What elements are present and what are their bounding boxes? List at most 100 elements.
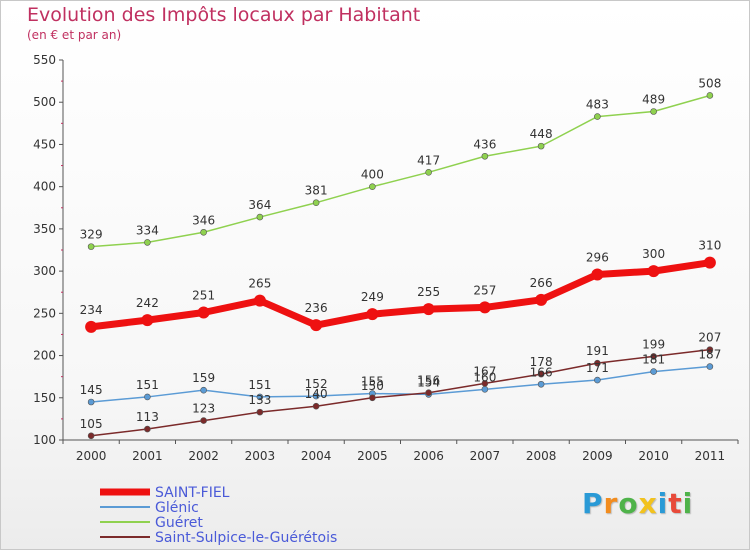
data-point [141,314,154,327]
data-point [594,113,601,120]
data-label: 265 [248,277,271,291]
data-label: 489 [642,93,665,107]
data-point [481,152,489,160]
x-tick-label: 2011 [695,449,726,463]
data-point [594,376,601,384]
data-label: 133 [248,393,271,407]
x-tick-label: 2008 [526,449,557,463]
y-tick-label: 450 [33,137,56,151]
data-point [87,432,95,440]
x-tick-label: 2000 [76,449,107,463]
y-tick-label: 150 [33,391,56,405]
data-label: 171 [586,361,609,375]
data-point [591,268,604,281]
data-label: 448 [530,127,553,141]
data-point [650,368,657,375]
data-label: 381 [305,184,328,198]
data-label: 436 [473,137,496,151]
data-point [650,108,657,115]
data-point [87,243,95,250]
data-label: 150 [361,379,384,393]
data-label: 123 [192,402,215,416]
data-point [144,239,151,246]
data-point [647,265,660,278]
data-label: 166 [530,365,553,379]
data-label: 251 [192,288,215,302]
data-label: 334 [136,223,159,237]
x-tick-label: 2006 [413,449,444,463]
legend-label: Saint-Sulpice-le-Guérétois [155,530,337,546]
data-label: 113 [136,410,159,424]
data-point [256,393,264,401]
data-point [369,394,376,402]
series-line-2 [90,94,711,248]
data-point [256,213,264,221]
data-label: 234 [80,303,103,317]
data-point [87,398,95,406]
data-point [478,301,491,314]
data-point [310,319,323,332]
data-point [703,256,716,269]
data-label: 151 [136,378,159,392]
data-label: 300 [642,247,665,261]
data-point [537,370,545,378]
data-point [706,363,714,370]
proxiti-logo: Proxiti [582,487,693,520]
data-label: 155 [361,375,384,389]
x-tick-label: 2010 [638,449,669,463]
y-tick-label: 500 [33,95,56,109]
data-label: 160 [473,370,496,384]
data-point [197,306,210,319]
data-label: 483 [586,98,609,112]
x-tick-label: 2003 [245,449,276,463]
data-label: 400 [361,168,384,182]
logo-letter: t [668,487,683,520]
data-label: 191 [586,344,609,358]
x-tick-label: 2004 [301,449,332,463]
data-label: 178 [530,355,553,369]
data-point [537,380,545,388]
data-point [85,320,98,333]
logo-letter: i [657,487,669,520]
data-label: 152 [305,377,328,391]
data-point [253,294,266,307]
data-label: 329 [80,228,103,242]
data-label: 154 [417,375,440,389]
data-point [535,293,548,306]
data-label: 199 [642,337,665,351]
series-line-0 [87,259,714,331]
logo-letter: r [603,487,619,520]
x-tick-label: 2009 [582,449,613,463]
data-point [144,393,151,401]
data-label: 187 [698,348,721,362]
data-label: 140 [305,387,328,401]
x-tick-label: 2001 [132,449,163,463]
y-tick-label: 100 [33,433,56,447]
x-tick-label: 2002 [188,449,219,463]
data-label: 257 [473,283,496,297]
legend-label: Guéret [155,515,203,531]
data-point [200,417,207,424]
data-point [594,359,601,367]
y-tick-label: 350 [33,222,56,236]
data-label: 207 [698,331,721,345]
data-point [425,169,432,176]
data-point [650,353,657,360]
data-point [366,308,379,321]
data-label: 364 [248,198,271,212]
x-tick-label: 2007 [470,449,501,463]
logo-letter: x [638,487,658,520]
data-label: 508 [698,76,721,90]
data-label: 417 [417,153,440,167]
y-tick-label: 400 [33,180,56,194]
data-point [706,92,714,99]
data-label: 145 [80,383,103,397]
data-label: 181 [642,353,665,367]
y-tick-label: 300 [33,264,56,278]
data-point [312,392,320,400]
chart-subtitle: (en € et par an) [27,28,122,42]
data-label: 242 [136,296,159,310]
legend-label: Glénic [155,500,199,516]
data-point [312,402,320,410]
